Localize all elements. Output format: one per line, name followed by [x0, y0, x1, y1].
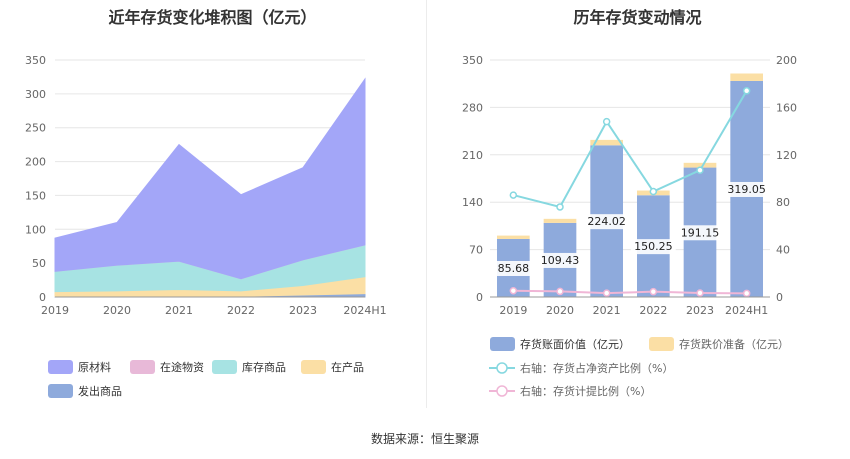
left-area-series-4: [54, 77, 366, 280]
right-data-label-5: 319.05: [727, 183, 766, 196]
left-legend-label-2: 库存商品: [242, 360, 286, 374]
left-legend-swatch-2: [212, 360, 237, 374]
right-y2tick-1: 40: [776, 244, 790, 257]
right-line-0-point-0: [509, 191, 518, 199]
right-bar-reserve-2: [590, 139, 623, 146]
right-data-label-0: 85.68: [498, 262, 530, 275]
left-ytick-4: 200: [25, 156, 46, 169]
right-xtick-2: 2021: [593, 304, 621, 317]
right-labels: 85.68 109.43 224.02 150.25 191.15 319.05: [494, 181, 770, 276]
right-legend-label-0: 存货账面价值（亿元）: [520, 337, 630, 351]
right-line-1-point-3: [649, 287, 658, 296]
right-data-label-2: 224.02: [587, 215, 626, 228]
right-legend-marker-0: [496, 362, 508, 374]
right-legend-line-label-1: 右轴：存货计提比例（%）: [520, 384, 651, 398]
right-ytick-5: 350: [462, 54, 483, 67]
left-chart-title: 近年存货变化堆积图（亿元）: [108, 8, 317, 27]
right-chart-title: 历年存货变动情况: [573, 8, 702, 27]
right-xtick-4: 2023: [686, 304, 714, 317]
left-xtick-3: 2022: [227, 304, 255, 317]
right-legend-line-label-0: 右轴：存货占净资产比例（%）: [520, 361, 673, 375]
left-xtick-0: 2019: [41, 304, 69, 317]
left-xtick-4: 2023: [289, 304, 317, 317]
right-line-1-point-5: [742, 289, 751, 298]
data-source: 数据来源：恒生聚源: [370, 432, 479, 446]
right-data-label-bg-4: [677, 225, 723, 241]
right-ytick-0: 0: [476, 291, 483, 304]
left-legend-swatch-4: [48, 384, 73, 398]
left-legend-swatch-0: [48, 360, 73, 374]
right-xtick-3: 2022: [639, 304, 667, 317]
right-bar-reserve-5: [730, 73, 763, 81]
right-data-label-bg-3: [630, 239, 676, 255]
left-xtick-2: 2021: [165, 304, 193, 317]
left-xtick-1: 2020: [103, 304, 131, 317]
left-legend-swatch-3: [301, 360, 326, 374]
right-bar-reserve-1: [543, 218, 577, 223]
chart-divider: [426, 0, 427, 408]
right-line-0-point-3: [649, 187, 658, 196]
right-lines: [509, 87, 751, 298]
right-xtick-1: 2020: [546, 304, 574, 317]
right-ytick-4: 280: [462, 101, 483, 114]
right-y2tick-2: 80: [776, 196, 790, 209]
left-legend-swatch-1: [130, 360, 155, 374]
right-y2tick-4: 160: [776, 101, 797, 114]
right-ytick-1: 70: [469, 244, 483, 257]
right-ytick-2: 140: [462, 196, 483, 209]
left-ytick-7: 350: [25, 54, 46, 67]
right-data-label-3: 150.25: [634, 240, 673, 253]
right-data-label-bg-0: [494, 260, 533, 276]
right-line-0: [513, 90, 748, 209]
left-areas: [54, 77, 366, 298]
right-line-1-point-0: [509, 286, 518, 295]
right-data-label-bg-2: [584, 214, 630, 230]
left-legend-label-3: 在产品: [331, 360, 364, 374]
left-ytick-3: 150: [25, 189, 46, 202]
right-data-label-4: 191.15: [681, 226, 720, 239]
right-data-label-bg-5: [724, 181, 770, 197]
left-ytick-1: 50: [32, 257, 46, 270]
right-line-1-point-2: [602, 289, 611, 297]
right-line-0-point-5: [742, 87, 751, 95]
left-xtick-5: 2024H1: [343, 304, 386, 317]
right-line-1: [513, 289, 747, 295]
left-ytick-6: 300: [25, 88, 46, 101]
right-data-label-1: 109.43: [541, 254, 580, 267]
right-legend-swatch-0: [490, 337, 515, 351]
right-y2tick-0: 0: [776, 291, 783, 304]
left-ytick-2: 100: [25, 223, 46, 236]
left-ytick-0: 0: [39, 291, 46, 304]
right-xtick-0: 2019: [499, 304, 527, 317]
right-xtick-5: 2024H1: [725, 304, 768, 317]
left-legend-label-0: 原材料: [78, 360, 111, 374]
left-axis: 0 50 100 150 200 250 300 350 2019 2020 2021 2022 202…: [25, 54, 387, 317]
right-y2tick-5: 200: [776, 54, 797, 67]
right-y2tick-3: 120: [776, 149, 797, 162]
right-ytick-3: 210: [462, 149, 483, 162]
right-legend: 存货账面价值（亿元） 存货跌价准备（亿元） 右轴：存货占净资产比例（%） 右轴：存货计…: [489, 337, 789, 398]
right-bar-reserve-4: [683, 162, 717, 168]
right-line-0-point-4: [696, 166, 704, 174]
right-line-1-point-4: [696, 289, 704, 297]
right-data-label-bg-1: [537, 252, 583, 268]
right-line-0-point-1: [556, 203, 564, 211]
left-legend-label-1: 在途物资: [160, 360, 204, 374]
right-legend-swatch-1: [649, 337, 674, 351]
left-ytick-5: 250: [25, 122, 46, 135]
right-legend-label-1: 存货跌价准备（亿元）: [679, 337, 789, 351]
right-line-1-point-1: [556, 287, 564, 296]
right-legend-marker-1: [496, 385, 508, 397]
left-legend-label-4: 发出商品: [78, 384, 122, 398]
right-line-0-point-2: [602, 117, 611, 126]
right-bar-reserve-0: [497, 235, 530, 239]
right-axis: 0 70 140 210 280 350 0 40 80 120 160 200 2019 2020 202…: [462, 54, 797, 317]
